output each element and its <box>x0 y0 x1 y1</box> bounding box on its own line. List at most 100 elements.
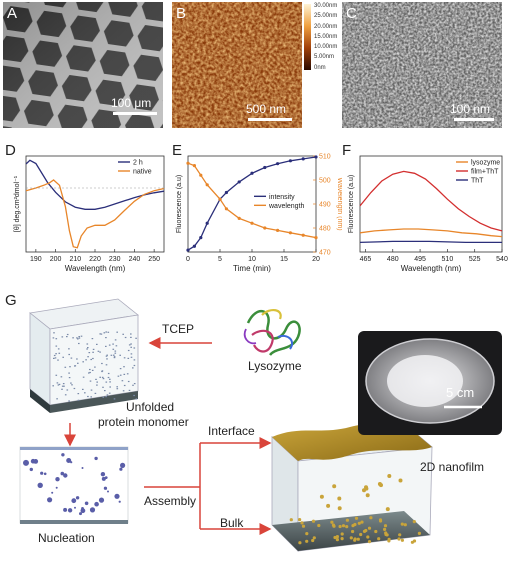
monomer-particle <box>77 399 80 401</box>
monomer-particle <box>90 389 93 391</box>
monomer-particle <box>113 398 116 400</box>
monomer-particle <box>58 352 61 354</box>
lysozyme-structure-icon <box>243 309 301 356</box>
monomer-particle <box>130 346 132 348</box>
chart-f-fluorescence-spectra: 465 480 495 510 525 540 Wavelength (nm) Fluores… <box>348 155 508 273</box>
x-tick-label: 465 <box>360 256 372 263</box>
monomer-particle <box>102 386 104 388</box>
monomer-particle <box>78 342 80 345</box>
aggregate-particle <box>312 536 316 540</box>
monomer-particle <box>52 337 55 339</box>
monomer-particle <box>101 370 104 372</box>
label-tcep: TCEP <box>162 322 195 336</box>
monomer-particle <box>122 390 125 392</box>
monomer-particle <box>107 376 110 379</box>
monomer-particle <box>130 356 133 358</box>
x-tick-label: 5 <box>218 256 222 263</box>
monomer-particle <box>119 374 122 376</box>
data-point <box>237 216 241 220</box>
monomer-particle <box>116 388 119 390</box>
aggregate-particle <box>398 478 403 483</box>
aggregate-particle <box>385 507 390 512</box>
monomer-particle <box>114 339 117 341</box>
monomer-particle <box>57 348 60 350</box>
monomer-particle <box>135 398 138 400</box>
monomer-particle <box>100 333 103 335</box>
data-point <box>314 236 318 240</box>
nucleus-particle <box>61 453 65 457</box>
monomer-particle <box>66 336 68 338</box>
label-protein-monomer: protein monomer <box>98 415 189 429</box>
nucleus-particle <box>70 461 73 464</box>
x-tick-label: 240 <box>129 256 141 263</box>
tem-texture <box>342 2 502 128</box>
x-tick-label: 480 <box>387 256 399 263</box>
monomer-particle <box>107 372 110 375</box>
monomer-particle <box>86 348 88 350</box>
monomer-particle <box>99 376 101 378</box>
y-axis-label: [θ] deg.cm²dmol⁻¹ <box>14 175 21 232</box>
legend-label: wavelength <box>268 203 305 210</box>
nucleus-particle <box>66 458 72 463</box>
x-tick-label: 230 <box>109 256 121 263</box>
nucleus-particle <box>43 472 47 476</box>
aggregate-particle <box>317 523 321 528</box>
monomer-particle <box>95 378 97 380</box>
monomer-particle <box>108 344 111 346</box>
x-tick-label: 495 <box>414 256 426 263</box>
panel-a-sem-image: A 100 μm <box>3 2 163 128</box>
nucleus-particle <box>118 500 121 503</box>
monomer-particle <box>105 381 108 383</box>
data-point <box>276 162 280 166</box>
monomer-particle <box>130 336 132 338</box>
monomer-particle <box>92 357 94 360</box>
monomer-particle <box>71 384 73 386</box>
nucleus-particle <box>63 473 68 478</box>
legend-label: native <box>133 169 152 176</box>
monomer-particle <box>54 357 57 359</box>
monomer-particle <box>124 336 127 339</box>
series-line-2-h <box>25 159 165 210</box>
x-tick-label: 15 <box>280 256 288 263</box>
monomer-particle <box>105 355 108 357</box>
aggregate-particle <box>340 532 344 536</box>
scalebar-b-label: 500 nm <box>246 102 287 116</box>
nucleus-particle <box>104 487 108 490</box>
monomer-particle <box>132 367 134 369</box>
nucleus-particle <box>81 467 84 469</box>
label-lysozyme: Lysozyme <box>248 359 302 373</box>
legend-label: film+ThT <box>471 169 499 176</box>
monomer-particle <box>89 380 92 382</box>
aggregate-particle <box>374 529 378 534</box>
aggregate-particle <box>326 503 331 508</box>
aggregate-particle <box>359 532 363 537</box>
monomer-particle <box>133 394 135 397</box>
data-point <box>192 164 196 168</box>
monomer-particle <box>115 345 118 347</box>
aggregate-particle <box>319 494 324 499</box>
monomer-particle <box>121 380 124 382</box>
aggregate-particle <box>387 474 392 478</box>
monomer-particle <box>68 372 70 374</box>
monomer-particle <box>89 371 91 374</box>
colorbar-tick: 20.00nm <box>314 23 338 30</box>
hexagon-pattern <box>3 2 163 128</box>
monomer-particle <box>123 357 126 359</box>
x-axis-label: Wavelength (nm) <box>65 264 126 273</box>
monomer-particle <box>128 389 131 391</box>
monomer-particle <box>133 383 136 385</box>
monomer-particle <box>116 386 118 388</box>
monomer-particle <box>73 387 76 390</box>
monomer-particle <box>91 369 94 371</box>
monomer-particle <box>132 384 134 386</box>
label-photo-scale: 5 cm <box>446 385 475 400</box>
colorbar-tick: 0nm <box>314 64 326 71</box>
aggregate-particle <box>341 524 346 528</box>
monomer-particle <box>68 353 70 356</box>
monomer-particle <box>117 375 120 377</box>
monomer-particle <box>113 354 115 356</box>
y2-tick-label: 500 <box>319 178 331 185</box>
monomer-particle <box>68 377 71 379</box>
aggregate-particle <box>379 519 383 523</box>
